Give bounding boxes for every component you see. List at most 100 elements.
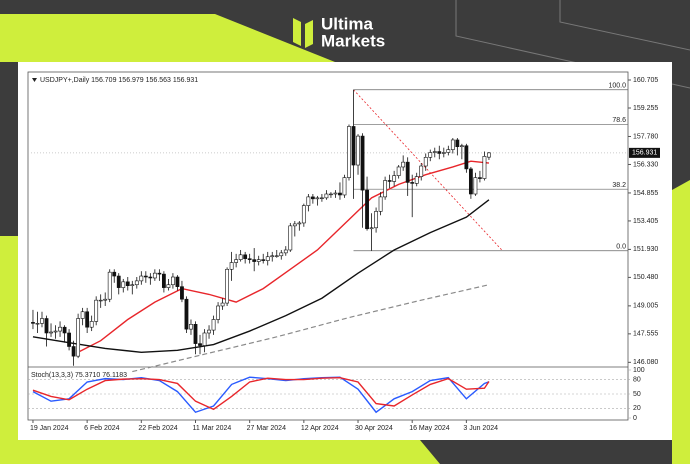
logo-icon (305, 20, 313, 48)
bg-shape (0, 236, 18, 464)
candle-body (189, 324, 193, 330)
candle-body (243, 254, 248, 259)
candle-body (252, 259, 257, 262)
moving-average (132, 284, 490, 373)
indicator-tick-label: 50 (633, 391, 641, 398)
candle-body (152, 272, 157, 279)
candle-body (216, 305, 220, 320)
chart-title: USDJPY+,Daily 156.709 156.979 156.563 15… (40, 77, 198, 84)
x-tick-label: 16 May 2024 (409, 425, 450, 432)
candle-body (482, 156, 487, 179)
fib-label: 100.0 (608, 83, 626, 90)
bg-shape (672, 180, 690, 464)
candle-body (306, 196, 311, 206)
logo: Ultima Markets (293, 14, 385, 50)
candle-body (76, 318, 81, 357)
indicator-tick-label: 0 (633, 415, 637, 422)
candle-body (360, 135, 365, 191)
indicator-tick-label: 20 (633, 405, 641, 412)
candle-body (44, 318, 49, 334)
candle-body (130, 284, 135, 286)
candle-body (207, 329, 211, 334)
candle-body (193, 324, 198, 344)
candle-body (175, 276, 180, 287)
candle-body (288, 225, 293, 251)
candle-body (116, 275, 121, 288)
candle-body (347, 126, 351, 178)
candle-body (315, 197, 320, 200)
candle-body (53, 330, 58, 333)
indicator-tick-label: 80 (633, 376, 641, 383)
candle-body (220, 302, 225, 307)
candle-body (383, 180, 388, 198)
candle-body (432, 151, 437, 153)
candle-body (121, 281, 126, 288)
bg-shape (0, 440, 440, 464)
y-tick-label: 159.255 (633, 105, 658, 112)
candle-body (450, 139, 455, 150)
candle-body (478, 177, 482, 179)
candle-body (35, 323, 40, 325)
candle-body (437, 151, 442, 154)
candle-body (80, 311, 85, 319)
candle-body (180, 286, 184, 300)
y-tick-label: 146.080 (633, 359, 658, 366)
fib-label: 38.2 (612, 182, 626, 189)
candle-body (256, 259, 261, 262)
candle-body (365, 189, 369, 230)
candle-body (107, 271, 112, 300)
menu-arrow (32, 78, 37, 82)
logo-icon (293, 18, 301, 46)
bg-outline (559, 0, 690, 51)
x-tick-label: 22 Feb 2024 (138, 425, 177, 432)
candle-body (378, 196, 383, 212)
indicator-title: Stoch(13,3,3) 75.3710 76.1183 (31, 372, 127, 379)
candle-body (202, 332, 207, 346)
brand-line2: Markets (321, 31, 385, 50)
candle-body (392, 175, 397, 182)
candle-body (274, 255, 279, 257)
candle-body (405, 161, 410, 183)
candle-body (103, 298, 108, 301)
candle-body (31, 322, 35, 324)
candle-body (89, 321, 94, 328)
stochastic-line (32, 376, 490, 411)
candle-body (387, 180, 392, 182)
candle-body (157, 272, 162, 275)
candle-body (342, 177, 347, 196)
y-tick-label: 151.930 (633, 246, 658, 253)
y-tick-label: 157.780 (633, 133, 658, 140)
candle-body (98, 299, 103, 302)
moving-average (32, 199, 490, 353)
candle-body (270, 255, 275, 258)
candle-body (356, 135, 360, 166)
candle-body (441, 152, 446, 154)
x-tick-label: 11 Mar 2024 (192, 425, 231, 432)
candle-body (487, 152, 491, 158)
x-tick-label: 3 Jun 2024 (463, 425, 498, 432)
candle-body (171, 276, 175, 286)
candle-body (211, 319, 216, 331)
price-box (629, 147, 660, 158)
candle-body (238, 254, 243, 260)
candle-body (292, 223, 297, 227)
candle-body (414, 176, 419, 184)
candle-body (428, 152, 433, 158)
candle-body (301, 205, 306, 224)
candle-body (297, 222, 302, 225)
candle-body (283, 249, 288, 254)
candle-body (134, 280, 139, 286)
x-tick-label: 30 Apr 2024 (355, 425, 393, 432)
candle-body (247, 258, 252, 260)
y-tick-label: 153.405 (633, 218, 658, 225)
candle-body (125, 281, 130, 286)
plot-frame (27, 71, 629, 421)
candle-body (94, 299, 99, 322)
candle-body (58, 326, 62, 332)
candle-body (85, 311, 90, 328)
candle-body (455, 139, 460, 148)
candle-body (62, 326, 67, 334)
candle-body (279, 252, 284, 257)
